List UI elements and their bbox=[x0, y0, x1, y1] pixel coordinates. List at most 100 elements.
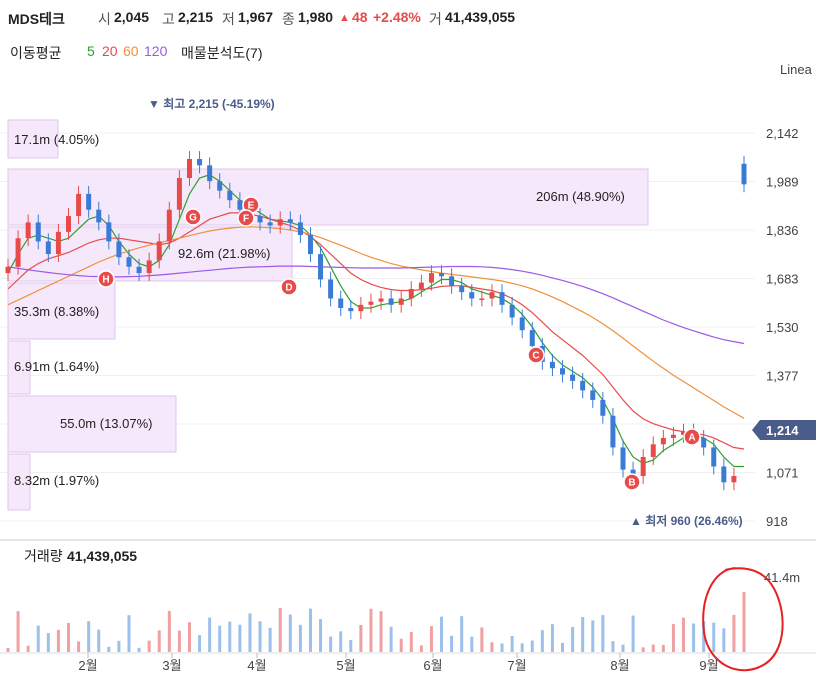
candle-body bbox=[418, 282, 424, 289]
volume-bar bbox=[682, 617, 686, 652]
current-price-value: 1,214 bbox=[766, 423, 799, 438]
ma120-label[interactable]: 120 bbox=[144, 43, 168, 59]
month-label: 4월 bbox=[247, 658, 266, 673]
candle-body bbox=[650, 444, 656, 457]
volume-bar bbox=[268, 627, 272, 652]
profile-label-2: 92.6m (21.98%) bbox=[178, 246, 271, 261]
candle-body bbox=[156, 241, 162, 261]
ma60-label[interactable]: 60 bbox=[123, 43, 139, 59]
signal-label-g: G bbox=[189, 213, 197, 224]
candle-body bbox=[338, 298, 344, 308]
volume-bar bbox=[369, 608, 373, 652]
volume-bar bbox=[288, 614, 292, 652]
candle-body bbox=[570, 374, 576, 381]
profile-label-0: 17.1m (4.05%) bbox=[14, 132, 99, 147]
candle-body bbox=[711, 447, 717, 467]
ma-legend-title[interactable]: 이동평균 bbox=[10, 45, 62, 61]
volume-bar bbox=[177, 630, 181, 652]
volume-bar bbox=[591, 620, 595, 652]
volume-bars bbox=[6, 592, 746, 652]
change-arrow-icon: ▲ bbox=[339, 12, 350, 24]
volume-bar bbox=[137, 647, 141, 652]
candle-body bbox=[398, 298, 404, 305]
change-value: 48 bbox=[352, 9, 368, 25]
volume-bar bbox=[77, 641, 81, 652]
volume-bar bbox=[651, 644, 655, 652]
candle-body bbox=[207, 165, 213, 182]
signal-marker-h bbox=[97, 270, 115, 288]
candle-body bbox=[358, 304, 364, 312]
volume-bar bbox=[198, 635, 202, 652]
price-tick-label: 1,836 bbox=[766, 223, 799, 238]
ma5-label[interactable]: 5 bbox=[87, 43, 95, 59]
candle-body bbox=[65, 216, 71, 232]
profile-label-1: 206m (48.90%) bbox=[536, 189, 625, 204]
volume-bar bbox=[258, 621, 262, 652]
ma20-label[interactable]: 20 bbox=[102, 43, 118, 59]
close-value: 1,980 bbox=[298, 9, 334, 25]
volume-bar bbox=[97, 629, 101, 652]
price-tick-label: 1,989 bbox=[766, 175, 799, 190]
month-label: 6월 bbox=[423, 658, 442, 673]
ma60-line bbox=[7, 226, 745, 419]
volume-bar bbox=[56, 629, 60, 652]
candle-body bbox=[297, 222, 303, 236]
candle-body bbox=[439, 273, 445, 277]
month-label: 2월 bbox=[78, 658, 97, 673]
volume-bar bbox=[470, 636, 474, 652]
ma20-line bbox=[7, 212, 745, 450]
candle-body bbox=[610, 415, 616, 448]
month-label: 7월 bbox=[507, 658, 526, 673]
volume-profile-toggle[interactable]: 매물분석도(7) bbox=[181, 45, 263, 61]
ma5-line bbox=[7, 174, 744, 468]
volume-bar bbox=[298, 624, 302, 652]
volume-bar bbox=[571, 626, 575, 652]
change-percent: +2.48% bbox=[373, 9, 421, 25]
scale-mode-label[interactable]: Linea bbox=[780, 62, 812, 77]
volume-bar bbox=[702, 621, 706, 652]
candle-body bbox=[479, 298, 485, 300]
signal-label-c: C bbox=[532, 351, 539, 362]
open-label: 시 bbox=[98, 11, 111, 27]
price-tick-label: 918 bbox=[766, 514, 788, 529]
volume-bar bbox=[500, 643, 504, 652]
signal-marker-f bbox=[237, 209, 255, 227]
candle-body bbox=[388, 298, 394, 305]
candle-body bbox=[5, 266, 11, 274]
candle-body bbox=[237, 200, 243, 210]
candle-body bbox=[449, 276, 455, 286]
signal-label-e: E bbox=[248, 201, 255, 212]
candle-body bbox=[328, 279, 334, 299]
candle-body bbox=[76, 193, 82, 217]
volume-bar bbox=[319, 619, 323, 652]
volume-bar bbox=[460, 616, 464, 652]
candle-body bbox=[277, 219, 283, 226]
volume-bar bbox=[490, 642, 494, 652]
candle-body bbox=[227, 190, 233, 201]
candle-body bbox=[176, 178, 182, 210]
volume-bar bbox=[349, 639, 353, 652]
volume-bar bbox=[450, 635, 454, 652]
volume-bar bbox=[480, 627, 484, 652]
current-price-tag: 1,214 bbox=[752, 420, 816, 440]
volume-bar bbox=[419, 645, 423, 652]
low-label: 저 bbox=[222, 11, 235, 27]
volume-bar bbox=[561, 642, 565, 652]
moving-average-legend: 이동평균 5 20 60 120 매물분석도(7) Linea bbox=[0, 40, 816, 77]
signal-label-f: F bbox=[243, 214, 249, 225]
volume-bar bbox=[187, 622, 191, 652]
signal-label-a: A bbox=[688, 433, 695, 444]
volume-bar bbox=[540, 630, 544, 652]
candle-body bbox=[640, 456, 646, 476]
signal-label-h: H bbox=[102, 275, 109, 286]
volume-bar bbox=[530, 640, 534, 652]
candle-body bbox=[35, 222, 41, 242]
profile-label-3: 35.3m (8.38%) bbox=[14, 304, 99, 319]
volume-bar bbox=[742, 592, 746, 652]
candle-body bbox=[489, 292, 495, 299]
candle-body bbox=[428, 273, 434, 283]
volume-bar bbox=[692, 623, 696, 652]
month-label: 3월 bbox=[162, 658, 181, 673]
signal-label-b: B bbox=[628, 478, 635, 489]
